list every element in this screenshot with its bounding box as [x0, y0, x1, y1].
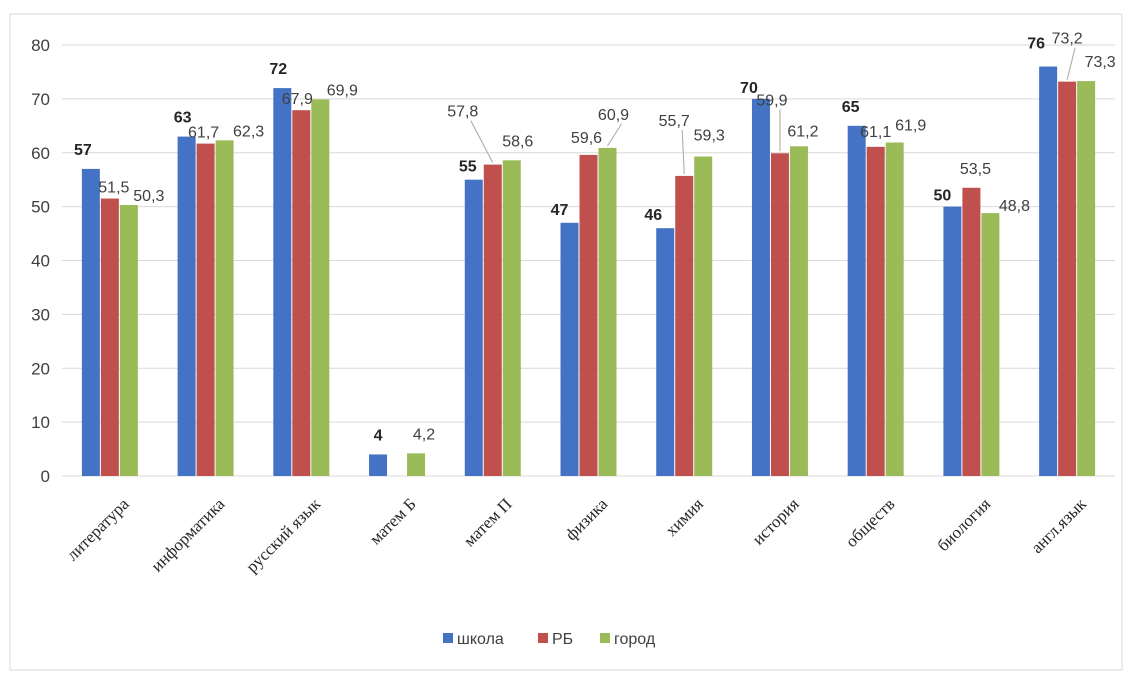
bar-школа	[751, 98, 770, 476]
bar-город	[311, 99, 330, 476]
data-label: 62,3	[233, 123, 264, 140]
leader-line	[470, 120, 494, 163]
bar-город	[885, 142, 904, 477]
data-label: 58,6	[502, 133, 533, 150]
legend: школа РБ город	[443, 631, 656, 648]
bar-город	[502, 160, 521, 477]
data-label: 51,5	[98, 180, 129, 197]
data-label: 4	[374, 427, 383, 444]
data-label: 67,9	[282, 91, 313, 108]
data-label: 72	[269, 61, 287, 78]
data-label: 73,2	[1052, 31, 1083, 48]
bar-школа	[81, 168, 100, 476]
y-tick-label: 10	[31, 413, 50, 432]
data-label: 55,7	[659, 113, 690, 130]
leader-line	[1066, 47, 1076, 80]
data-label: 65	[842, 99, 860, 116]
y-tick-label: 70	[31, 90, 50, 109]
bar-РБ	[292, 110, 311, 476]
data-label: 50	[934, 188, 952, 205]
data-label: 50,3	[133, 188, 164, 205]
leader-lines	[470, 47, 1076, 174]
y-tick-label: 50	[31, 198, 50, 217]
bar-РБ	[483, 164, 502, 477]
data-label: 76	[1027, 36, 1045, 53]
bar-школа	[847, 125, 866, 476]
data-label: 59,3	[694, 128, 725, 145]
data-label: 61,2	[787, 123, 818, 140]
bar-город	[694, 156, 713, 477]
data-label: 48,8	[999, 198, 1030, 215]
y-tick-label: 20	[31, 359, 50, 378]
data-label: 53,5	[960, 161, 991, 178]
y-tick-label: 80	[31, 36, 50, 55]
legend-swatch	[538, 633, 548, 643]
bar-город	[598, 147, 617, 476]
bar-РБ	[100, 198, 119, 476]
data-label: 57,8	[447, 104, 478, 121]
data-label: 61,9	[895, 118, 926, 135]
bar-город	[407, 453, 426, 476]
bar-школа	[464, 179, 483, 476]
data-label: 57	[74, 142, 92, 159]
bar-РБ	[770, 153, 789, 476]
legend-label: РБ	[552, 631, 573, 648]
data-label: 70	[740, 80, 758, 97]
bar-школа	[273, 88, 292, 476]
bar-школа	[656, 228, 675, 476]
data-label: 59,9	[756, 92, 787, 109]
bars	[81, 66, 1096, 477]
leader-line	[681, 129, 685, 174]
data-label: 47	[551, 202, 569, 219]
bar-школа	[943, 206, 962, 476]
bar-школа	[560, 222, 579, 476]
legend-label: школа	[457, 631, 504, 648]
bar-город	[119, 205, 138, 477]
y-axis-ticks: 0 10 20 30 40 50 60 70 80	[31, 36, 50, 486]
data-label: 61,7	[188, 125, 219, 142]
legend-swatch	[443, 633, 453, 643]
leader-line	[607, 123, 622, 147]
data-label: 63	[174, 110, 192, 127]
bar-школа	[1039, 66, 1058, 477]
data-label: 55	[459, 159, 477, 176]
y-tick-label: 40	[31, 252, 50, 271]
legend-label: город	[614, 631, 656, 648]
bar-школа	[177, 136, 196, 476]
bar-город	[1077, 81, 1096, 476]
bar-РБ	[1058, 81, 1077, 476]
data-label: 61,1	[860, 124, 891, 141]
bar-РБ	[196, 143, 215, 476]
bar-РБ	[962, 187, 981, 477]
data-label: 73,3	[1085, 54, 1116, 71]
data-label: 69,9	[327, 82, 358, 99]
bar-город	[215, 140, 234, 476]
bar-школа	[369, 454, 388, 476]
bar-город	[789, 146, 808, 476]
y-tick-label: 30	[31, 305, 50, 324]
bar-город	[981, 213, 1000, 476]
y-tick-label: 0	[41, 467, 50, 486]
data-label: 46	[644, 207, 662, 224]
legend-swatch	[600, 633, 610, 643]
bar-РБ	[579, 154, 598, 476]
data-label: 59,6	[571, 130, 602, 147]
data-label: 4,2	[413, 426, 435, 443]
bar-РБ	[866, 146, 885, 477]
y-tick-label: 60	[31, 144, 50, 163]
data-label: 60,9	[598, 107, 629, 124]
bar-РБ	[675, 175, 694, 476]
